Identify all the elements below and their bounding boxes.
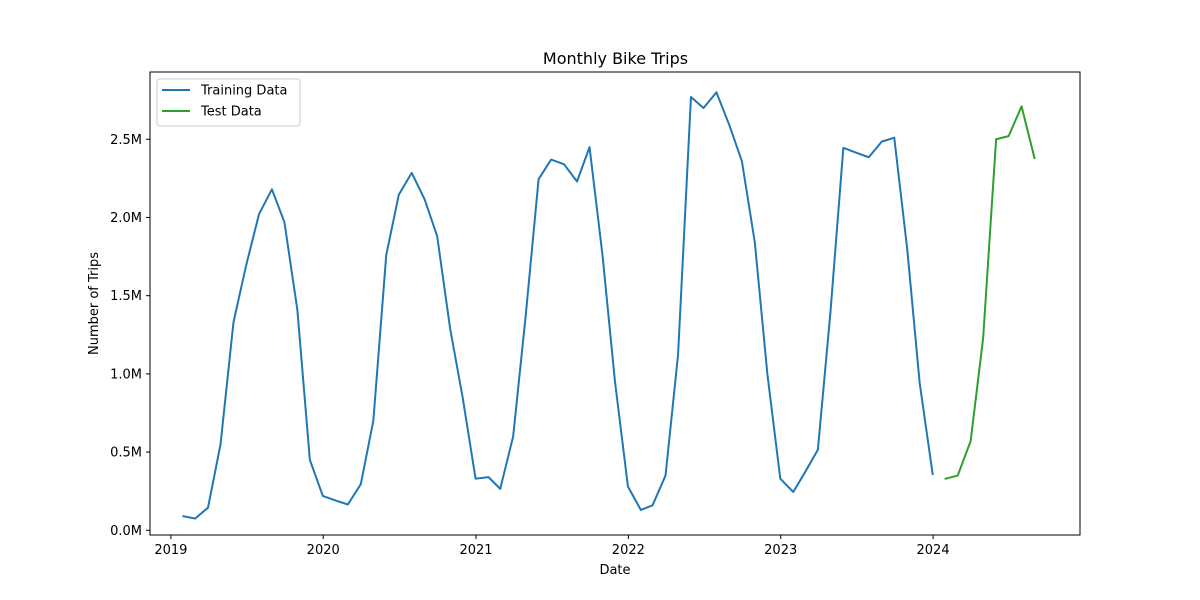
x-tick-label: 2023 [764,543,797,558]
chart-title: Monthly Bike Trips [543,49,688,68]
x-axis: 2019 2020 2021 2022 2023 2024 [154,535,950,558]
legend-box [156,78,301,127]
legend-label-1: Test Data [200,105,262,120]
x-tick-label: 2020 [307,543,340,558]
y-tick-label: 0.5M [110,446,142,461]
y-tick-label: 1.5M [110,289,142,304]
x-axis-label: Date [599,563,630,578]
y-tick-label: 0.0M [110,524,142,539]
y-axis-label: Number of Trips [87,252,102,355]
y-axis: 0.0M 0.5M 1.0M 1.5M 2.0M 2.5M [110,133,150,539]
series-line-1 [944,105,1036,480]
legend: Training Data Test Data [156,78,301,127]
x-tick-label: 2022 [612,543,645,558]
plot-area-frame [149,71,1081,536]
series-layer [182,91,1036,520]
y-tick-label: 2.0M [110,211,142,226]
x-tick-label: 2024 [917,543,950,558]
x-tick-label: 2021 [459,543,492,558]
y-tick-label: 1.0M [110,367,142,382]
y-tick-label: 2.5M [110,133,142,148]
legend-label-0: Training Data [200,84,287,99]
x-tick-label: 2019 [154,543,187,558]
series-line-0 [182,91,934,520]
